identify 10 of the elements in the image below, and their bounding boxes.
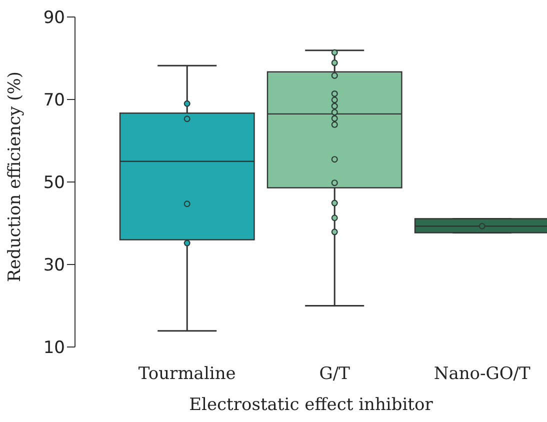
y-tick-label: 50 bbox=[43, 173, 65, 194]
y-tick-label: 10 bbox=[43, 338, 65, 358]
y-tick-label: 30 bbox=[43, 256, 65, 276]
x-tick-label: Tourmaline bbox=[138, 364, 236, 384]
y-tick-label: 90 bbox=[43, 8, 65, 28]
y-axis-title: Reduction efficiency (%) bbox=[5, 71, 26, 282]
x-tick-label: Nano-GO/T bbox=[434, 364, 532, 384]
x-tick-label: G/T bbox=[319, 364, 351, 384]
y-tick-label: 70 bbox=[43, 90, 65, 111]
x-axis-title: Electrostatic effect inhibitor bbox=[189, 395, 434, 415]
